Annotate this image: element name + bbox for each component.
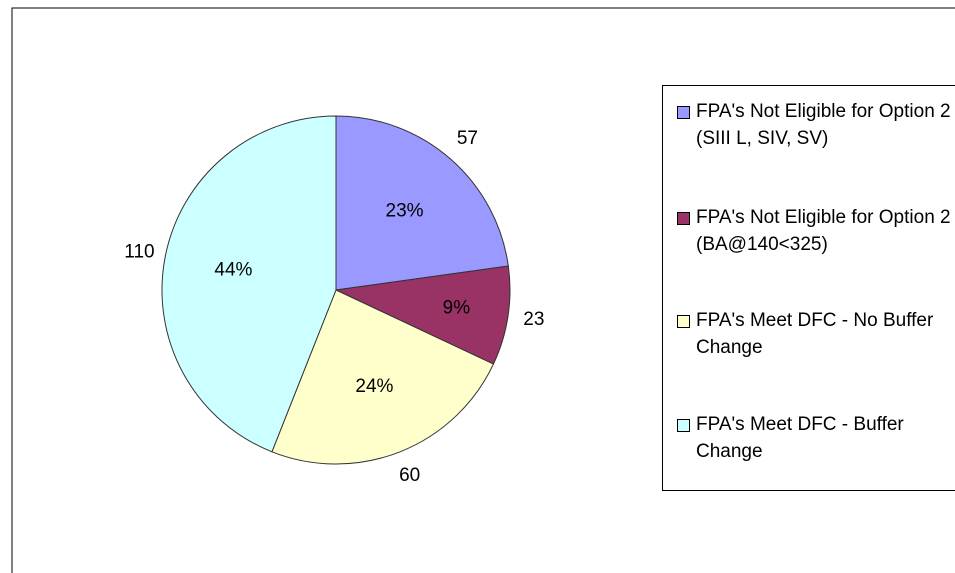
percent-label: 24% bbox=[355, 376, 393, 397]
pie-slice bbox=[161, 115, 337, 453]
percent-label: 9% bbox=[443, 297, 471, 318]
legend-swatch bbox=[677, 212, 690, 225]
legend-swatch bbox=[677, 106, 690, 119]
legend-swatch bbox=[677, 315, 690, 328]
pie-slice bbox=[335, 115, 509, 291]
legend-label: FPA's Not Eligible for Option 2 (SIII L,… bbox=[696, 101, 951, 149]
pie-slice bbox=[334, 265, 511, 365]
percent-label: 23% bbox=[386, 200, 424, 221]
legend-swatch bbox=[677, 419, 690, 432]
value-label: 110 bbox=[124, 242, 154, 263]
value-label: 23 bbox=[523, 309, 544, 330]
legend: FPA's Not Eligible for Option 2 (SIII L,… bbox=[662, 85, 955, 491]
percent-label: 44% bbox=[214, 259, 252, 280]
legend-label: FPA's Meet DFC - No Buffer Change bbox=[696, 310, 934, 358]
value-label: 57 bbox=[457, 128, 478, 149]
pie-slice bbox=[271, 289, 495, 465]
legend-label: FPA's Not Eligible for Option 2 (BA@140<… bbox=[696, 207, 951, 255]
value-label: 60 bbox=[399, 465, 420, 486]
chart-border bbox=[11, 7, 955, 573]
legend-label: FPA's Meet DFC - Buffer Change bbox=[696, 414, 904, 462]
